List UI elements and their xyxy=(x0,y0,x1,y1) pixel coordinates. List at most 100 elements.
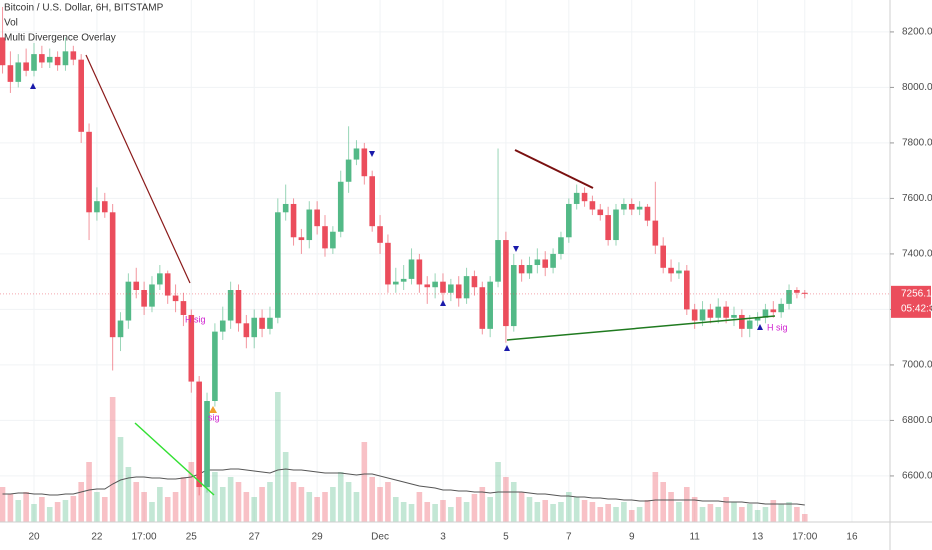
candle-body xyxy=(518,265,525,274)
candle-body xyxy=(534,259,541,266)
candle-body xyxy=(801,292,808,294)
candle-body xyxy=(613,209,619,241)
volume-bar xyxy=(94,492,100,522)
volume-bar xyxy=(754,510,761,522)
volume-bar xyxy=(416,492,423,522)
volume-bar xyxy=(644,500,651,522)
candle-body xyxy=(188,314,195,382)
candle-body xyxy=(455,284,462,299)
volume-bar xyxy=(518,492,525,522)
volume-bar xyxy=(0,487,6,522)
candle-body xyxy=(196,381,202,488)
volume-bar xyxy=(455,497,462,522)
candle-body xyxy=(15,62,22,82)
x-tick-label: 9 xyxy=(629,532,635,543)
y-tick-label: 7000.00 xyxy=(902,360,932,371)
volume-bar xyxy=(243,492,250,522)
divergence-line xyxy=(514,149,594,189)
candle-body xyxy=(385,242,391,285)
volume-bar xyxy=(369,477,375,522)
x-tick-label: 22 xyxy=(91,532,103,543)
volume-bar xyxy=(164,497,171,522)
volume-bar xyxy=(7,494,14,522)
volume-bar xyxy=(290,482,297,522)
x-tick-label: 16 xyxy=(846,532,858,543)
candle-body xyxy=(149,284,155,307)
last-price-label: 7256.17 xyxy=(901,288,932,299)
candle-body xyxy=(550,253,556,268)
volume-bar xyxy=(345,482,352,522)
y-tick-label: 7400.00 xyxy=(902,249,932,260)
candle-body xyxy=(31,54,37,71)
candle-body xyxy=(463,276,470,299)
candle-body xyxy=(227,290,234,321)
volume-bar xyxy=(141,492,147,522)
x-tick-label: 7 xyxy=(566,532,572,543)
candle-body xyxy=(416,259,423,285)
candle-body xyxy=(644,206,651,221)
volume-bar xyxy=(46,507,53,522)
candle-body xyxy=(219,320,226,332)
candle-body xyxy=(282,203,289,213)
candle-body xyxy=(62,51,69,66)
volume-bar xyxy=(322,492,328,522)
volume-bar xyxy=(330,487,336,522)
volume-bar xyxy=(463,502,470,522)
volume-bar xyxy=(306,492,313,522)
candle-body xyxy=(400,278,407,282)
candle-body xyxy=(699,309,706,321)
volume-bar xyxy=(542,500,549,522)
volume-bar xyxy=(691,497,698,522)
x-tick-label: 11 xyxy=(689,532,700,543)
volume-bar xyxy=(172,492,179,522)
candle-body xyxy=(408,259,415,279)
candle-body xyxy=(597,209,604,216)
volume-bar xyxy=(715,507,722,522)
x-tick-label: 27 xyxy=(249,532,261,543)
candle-body xyxy=(707,309,714,318)
x-tick-label: 17:00 xyxy=(792,532,817,543)
candle-body xyxy=(54,56,61,66)
candle-body xyxy=(605,215,611,241)
x-tick-label: 13 xyxy=(752,532,764,543)
candle-body xyxy=(739,314,745,329)
candle-body xyxy=(306,209,313,241)
candle-body xyxy=(471,276,478,288)
candle-body xyxy=(275,212,281,318)
candle-body xyxy=(676,270,682,274)
candle-body xyxy=(770,309,777,313)
candle-body xyxy=(361,148,368,177)
volume-bar xyxy=(652,472,659,522)
candle-body xyxy=(683,270,690,310)
candle-body xyxy=(23,62,29,71)
candle-body xyxy=(259,317,265,329)
volume-bar xyxy=(212,472,218,522)
volume-bar xyxy=(157,487,163,522)
volume-bar xyxy=(581,500,588,522)
candle-body xyxy=(39,54,45,63)
countdown-label: 05:42:33 xyxy=(901,303,932,314)
candle-body xyxy=(487,281,493,329)
candle-body xyxy=(235,290,242,324)
volume-bar xyxy=(267,482,273,522)
volume-bar xyxy=(479,487,486,522)
signal-arrow xyxy=(504,345,510,351)
candles xyxy=(0,6,808,496)
volume-bar xyxy=(101,497,108,522)
candle-body xyxy=(715,306,722,318)
volume-bar xyxy=(62,500,69,522)
volume-bar xyxy=(385,482,391,522)
volume-bar xyxy=(613,507,619,522)
candle-body xyxy=(125,281,132,321)
candle-body xyxy=(754,317,761,321)
volume-bar xyxy=(510,482,517,522)
candle-body xyxy=(78,59,84,132)
volume-bar xyxy=(259,487,265,522)
candle-body xyxy=(778,303,784,313)
volume-bar xyxy=(86,462,92,522)
divergence-line xyxy=(85,54,191,284)
volume-bar xyxy=(298,487,305,522)
candle-body xyxy=(86,131,92,213)
volume-bar xyxy=(282,452,289,522)
volume-bar xyxy=(794,507,800,522)
